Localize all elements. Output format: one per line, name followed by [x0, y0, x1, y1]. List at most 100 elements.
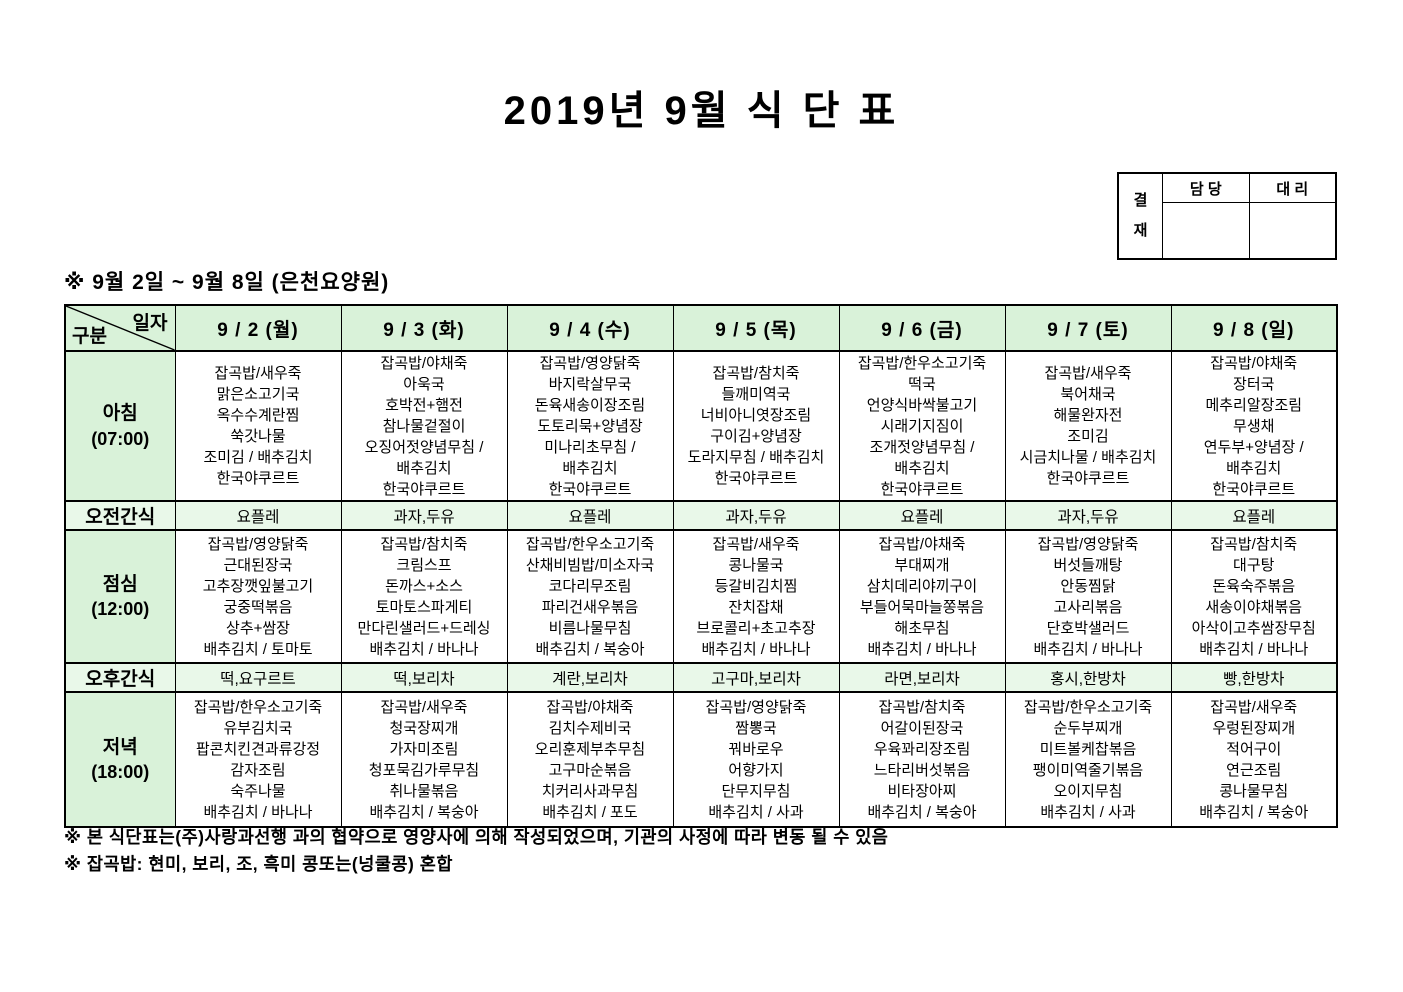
menu-item: 잡곡밥/참치죽: [1210, 535, 1298, 553]
day-header: 9 / 2 (월): [174, 304, 342, 352]
menu-item: 비타장아찌: [887, 782, 957, 800]
menu-item: 연두부+양념장 /: [1203, 438, 1304, 456]
menu-item: 배추김치 / 사과: [708, 803, 804, 821]
menu-item: 배추김치 / 바나나: [203, 803, 313, 821]
note-line: ※ 본 식단표는(주)사랑과선행 과의 협약으로 영양사에 의해 작성되었으며,…: [64, 827, 889, 847]
approval-title-label: 결재: [1133, 192, 1148, 239]
menu-item: 궁중떡볶음: [223, 598, 293, 616]
menu-item: 연근조림: [1226, 761, 1282, 779]
approval-title-cell: 결재: [1119, 174, 1163, 258]
afternoon-snack-cell: 빵,한방차: [1170, 662, 1338, 693]
menu-item: 고사리볶음: [1053, 598, 1123, 616]
row-label-breakfast: 아침 (07:00): [64, 350, 176, 502]
menu-item: 배추김치 / 바나나: [701, 640, 811, 658]
menu-item: 파리건새우볶음: [541, 598, 639, 616]
morning-snack-cell: 과자,두유: [340, 500, 508, 531]
dinner-cell: 잡곡밥/영양닭죽 짬뽕국 꿔바로우 어향가지 단무지무침 배추김치 / 사과: [672, 691, 840, 828]
menu-item: 잡곡밥/야채죽: [380, 354, 468, 372]
menu-item: 비름나물무침: [548, 619, 632, 637]
breakfast-cell: 잡곡밥/야채죽 아욱국 호박전+햄전 참나물겉절이 오징어젓양념무침 / 배추김치 한국야쿠…: [340, 350, 508, 502]
menu-item: 잡곡밥/영양닭죽: [705, 698, 807, 716]
menu-item: 짬뽕국: [735, 719, 777, 737]
row-label-morning-snack: 오전간식: [64, 500, 176, 531]
menu-item: 옥수수계란찜: [216, 407, 300, 424]
menu-item: 잡곡밥/새우죽: [1044, 365, 1132, 382]
menu-item: 한국야쿠르트: [1212, 480, 1296, 498]
day-header: 9 / 6 (금): [838, 304, 1006, 352]
menu-item: 오이지무침: [1053, 782, 1123, 800]
row-label-afternoon-snack: 오후간식: [64, 662, 176, 693]
menu-item: 감자조림: [230, 761, 286, 779]
row-label-dinner: 저녁 (18:00): [64, 691, 176, 828]
menu-item: 호박전+햄전: [385, 396, 463, 414]
menu-item: 배추김치: [894, 459, 950, 477]
afternoon-snack-cell: 떡,요구르트: [174, 662, 342, 693]
menu-item: 잡곡밥/참치죽: [878, 698, 966, 716]
menu-item: 꿔바로우: [728, 740, 784, 758]
row-label-text: 오후간식: [85, 669, 156, 690]
row-morning-snack: 오전간식 요플레 과자,두유 요플레 과자,두유 요플레 과자,두유 요플레: [64, 500, 1338, 531]
menu-item: 느타리버섯볶음: [873, 761, 971, 779]
lunch-cell: 잡곡밥/참치죽 크림스프 돈까스+소스 토마토스파게티 만다린샐러드+드레싱 배추김치 /…: [340, 529, 508, 664]
menu-item: 고구마순볶음: [548, 761, 632, 779]
menu-item: 장터국: [1233, 375, 1275, 393]
menu-item: 쑥갓나물: [230, 428, 286, 445]
afternoon-snack-cell: 떡,보리차: [340, 662, 508, 693]
morning-snack-cell: 요플레: [174, 500, 342, 531]
menu-item: 배추김치 / 복숭아: [369, 803, 479, 821]
approval-col-damdang: 담 당: [1163, 174, 1250, 202]
morning-snack-cell: 요플레: [838, 500, 1006, 531]
menu-item: 배추김치 / 바나나: [1199, 640, 1309, 658]
menu-item: 순두부찌개: [1053, 719, 1123, 737]
menu-item: 단호박샐러드: [1046, 619, 1130, 637]
dinner-cell: 잡곡밥/새우죽 청국장찌개 가자미조림 청포묵김가루무침 취나물볶음 배추김치 / 복숭아: [340, 691, 508, 828]
breakfast-cell: 잡곡밥/새우죽 북어채국 해물완자전 조미김 시금치나물 / 배추김치 한국야쿠르트: [1004, 350, 1172, 502]
lunch-cell: 잡곡밥/새우죽 콩나물국 등갈비김치찜 잔치잡채 브로콜리+초고추장 배추김치 / 바나나: [672, 529, 840, 664]
row-label-time: (18:00): [91, 762, 150, 783]
menu-item: 배추김치 / 복숭아: [867, 803, 977, 821]
menu-item: 한국야쿠르트: [216, 470, 300, 487]
meal-table: 일자 구분 9 / 2 (월) 9 / 3 (화) 9 / 4 (수) 9 / 5 (…: [64, 304, 1338, 828]
menu-item: 잡곡밥/한우소고기죽: [1023, 698, 1153, 716]
menu-item: 근대된장국: [223, 556, 293, 574]
menu-item: 한국야쿠르트: [880, 480, 964, 498]
menu-item: 잡곡밥/영양닭죽: [207, 535, 309, 553]
menu-item: 어향가지: [728, 761, 784, 779]
approval-col-daeri: 대 리: [1276, 180, 1309, 198]
menu-item: 배추김치 / 바나나: [867, 640, 977, 658]
menu-item: 콩나물국: [728, 556, 784, 574]
dinner-cell: 잡곡밥/새우죽 우렁된장찌개 적어구이 연근조림 콩나물무침 배추김치 / 복숭아: [1170, 691, 1338, 828]
menu-item: 한국야쿠르트: [714, 470, 798, 487]
morning-snack-cell: 요플레: [1170, 500, 1338, 531]
menu-item: 북어채국: [1060, 386, 1116, 403]
menu-item: 잔치잡채: [728, 598, 784, 616]
afternoon-snack-cell: 계란,보리차: [506, 662, 674, 693]
menu-item: 언양식바싹불고기: [866, 396, 978, 414]
breakfast-cell: 잡곡밥/야채죽 장터국 메추리알장조림 무생채 연두부+양념장 / 배추김치 한국야쿠르트: [1170, 350, 1338, 502]
menu-item: 잡곡밥/새우죽: [712, 535, 800, 553]
menu-item: 조개젓양념무침 /: [869, 438, 975, 456]
menu-item: 김치수제비국: [548, 719, 632, 737]
menu-item: 팽이미역줄기볶음: [1032, 761, 1144, 779]
menu-item: 돈까스+소스: [385, 577, 463, 595]
menu-item: 잡곡밥/야채죽: [1210, 354, 1298, 372]
menu-item: 숙주나물: [230, 782, 286, 800]
lunch-cell: 잡곡밥/영양닭죽 버섯들깨탕 안동찜닭 고사리볶음 단호박샐러드 배추김치 / 바나나: [1004, 529, 1172, 664]
menu-item: 배추김치 / 바나나: [1033, 640, 1143, 658]
menu-item: 등갈비김치찜: [714, 577, 798, 595]
menu-item: 청국장찌개: [389, 719, 459, 737]
table-header-row: 일자 구분 9 / 2 (월) 9 / 3 (화) 9 / 4 (수) 9 / 5 (…: [64, 304, 1338, 352]
day-header: 9 / 8 (일): [1170, 304, 1338, 352]
menu-item: 돈육새송이장조림: [534, 396, 646, 414]
menu-item: 배추김치: [396, 459, 452, 477]
menu-item: 배추김치 / 복숭아: [1199, 803, 1309, 821]
afternoon-snack-cell: 고구마,보리차: [672, 662, 840, 693]
lunch-cell: 잡곡밥/한우소고기죽 산채비빔밥/미소자국 코다리무조림 파리건새우볶음 비름나물무침 배…: [506, 529, 674, 664]
corner-label-date: 일자: [132, 313, 168, 334]
menu-item: 떡국: [908, 375, 936, 393]
dinner-cell: 잡곡밥/한우소고기죽 순두부찌개 미트볼케찹볶음 팽이미역줄기볶음 오이지무침 배추김치 …: [1004, 691, 1172, 828]
row-dinner: 저녁 (18:00) 잡곡밥/한우소고기죽 유부김치국 팝콘치킨견과류강정 감자조림 숙주나…: [64, 691, 1338, 828]
menu-item: 가자미조림: [389, 740, 459, 758]
menu-item: 버섯들깨탕: [1053, 556, 1123, 574]
menu-item: 치커리사과무침: [541, 782, 639, 800]
